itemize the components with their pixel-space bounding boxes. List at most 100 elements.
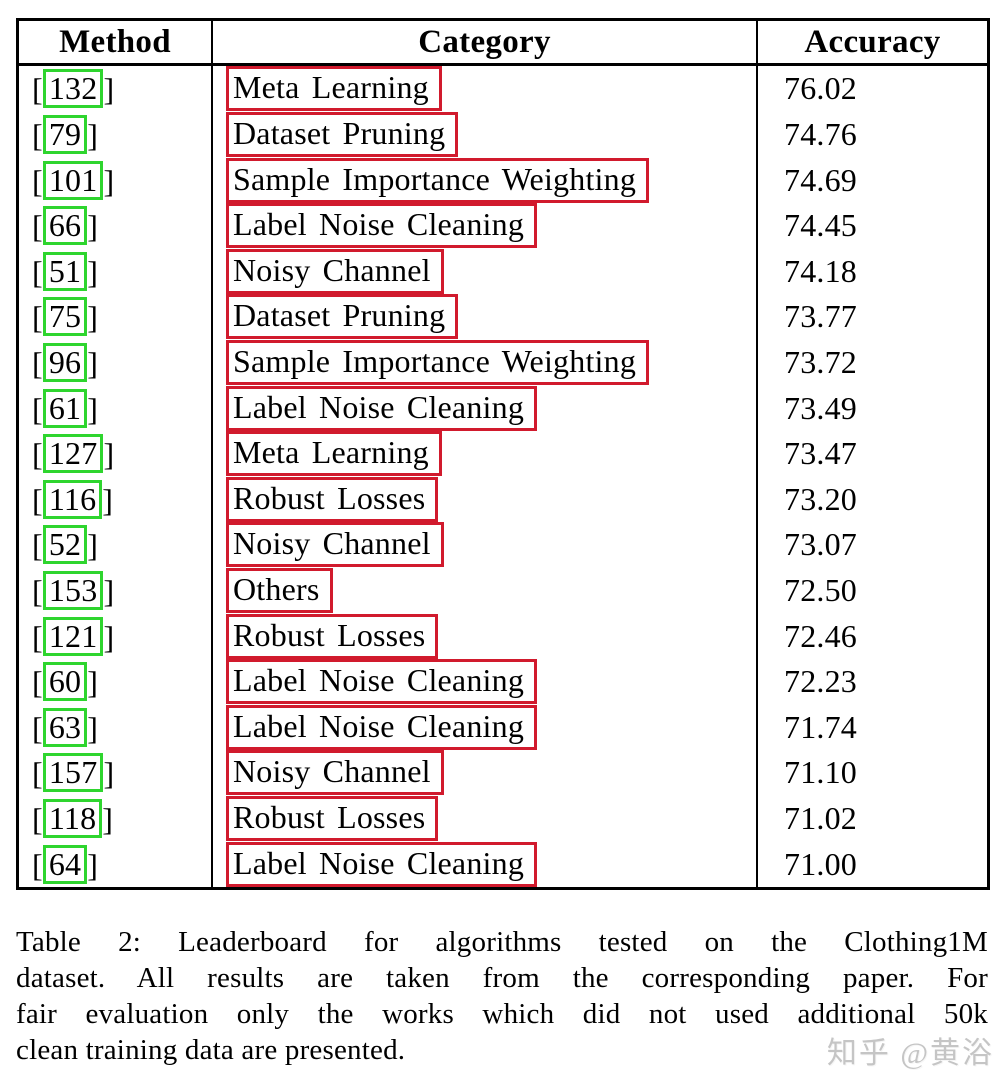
category-link[interactable]: Sample Importance Weighting xyxy=(226,339,650,385)
citation-ref-link[interactable]: 157 xyxy=(42,753,104,793)
caption-line: dataset. All results are taken from the … xyxy=(16,962,988,994)
category-cell: Dataset Pruning xyxy=(213,294,758,340)
citation-ref-link[interactable]: 116 xyxy=(42,479,103,519)
category-link[interactable]: Noisy Channel xyxy=(226,248,444,294)
method-cell: [52] xyxy=(19,522,213,568)
bracket: ] xyxy=(87,116,99,153)
caption-line: clean training data are presented. xyxy=(16,1034,406,1066)
table-body: [132] Meta Learning 76.02 [79] Dataset P… xyxy=(19,66,987,887)
category-link[interactable]: Label Noise Cleaning xyxy=(226,704,538,750)
category-cell: Label Noise Cleaning xyxy=(213,704,758,751)
citation-ref-link[interactable]: 75 xyxy=(42,297,88,337)
table-row: [153] Others 72.50 xyxy=(19,567,987,614)
table-row: [60] Label Noise Cleaning 72.23 xyxy=(19,658,987,705)
bracket: [ xyxy=(32,801,43,838)
category-cell: Label Noise Cleaning xyxy=(213,841,758,887)
category-link[interactable]: Noisy Channel xyxy=(226,750,444,796)
citation-ref-link[interactable]: 132 xyxy=(42,69,104,109)
bracket: ] xyxy=(103,436,115,473)
citation-ref-link[interactable]: 66 xyxy=(42,206,88,246)
table-header-row: Method Category Accuracy xyxy=(19,21,987,66)
accuracy-value: 73.20 xyxy=(784,480,857,517)
method-cell: [101] xyxy=(19,157,213,203)
table-row: [66] Label Noise Cleaning 74.45 xyxy=(19,202,987,249)
table-row: [118] Robust Losses 71.02 xyxy=(19,795,987,842)
bracket: [ xyxy=(32,481,43,518)
method-cell: [127] xyxy=(19,430,213,477)
category-link[interactable]: Sample Importance Weighting xyxy=(226,157,650,203)
accuracy-value: 72.23 xyxy=(784,663,857,700)
accuracy-value: 73.47 xyxy=(784,435,857,472)
bracket: ] xyxy=(87,299,99,336)
citation-ref-link[interactable]: 60 xyxy=(42,662,88,702)
bracket: ] xyxy=(87,390,99,427)
table-row: [127] Meta Learning 73.47 xyxy=(19,430,987,477)
bracket: ] xyxy=(102,801,114,838)
accuracy-value: 71.10 xyxy=(784,754,857,791)
category-link[interactable]: Label Noise Cleaning xyxy=(226,659,538,705)
method-cell: [61] xyxy=(19,385,213,431)
category-cell: Meta Learning xyxy=(213,66,758,112)
bracket: [ xyxy=(32,299,43,336)
method-cell: [64] xyxy=(19,841,213,887)
citation-ref-link[interactable]: 118 xyxy=(42,799,103,839)
method-cell: [121] xyxy=(19,613,213,659)
table-row: [79] Dataset Pruning 74.76 xyxy=(19,111,987,158)
category-link[interactable]: Robust Losses xyxy=(226,796,439,842)
bracket: [ xyxy=(32,208,43,245)
table-row: [96] Sample Importance Weighting 73.72 xyxy=(19,339,987,386)
category-cell: Robust Losses xyxy=(213,476,758,523)
method-cell: [66] xyxy=(19,202,213,249)
method-cell: [60] xyxy=(19,658,213,705)
bracket: ] xyxy=(87,253,99,290)
citation-ref-link[interactable]: 51 xyxy=(42,251,88,291)
method-cell: [75] xyxy=(19,294,213,340)
caption-line: Table 2: Leaderboard for algorithms test… xyxy=(16,926,988,958)
accuracy-value: 73.77 xyxy=(784,298,857,335)
citation-ref-link[interactable]: 52 xyxy=(42,525,88,565)
category-column-header: Category xyxy=(213,21,758,63)
category-link[interactable]: Meta Learning xyxy=(226,431,442,477)
accuracy-value: 72.46 xyxy=(784,617,857,654)
caption-line: fair evaluation only the works which did… xyxy=(16,998,988,1030)
citation-ref-link[interactable]: 79 xyxy=(42,114,88,154)
category-link[interactable]: Others xyxy=(226,568,333,613)
table-row: [157] Noisy Channel 71.10 xyxy=(19,750,987,796)
category-link[interactable]: Robust Losses xyxy=(226,613,439,659)
citation-ref-link[interactable]: 63 xyxy=(42,707,88,747)
citation-ref-link[interactable]: 101 xyxy=(42,160,104,200)
accuracy-value: 73.07 xyxy=(784,526,857,563)
citation-ref-link[interactable]: 96 xyxy=(42,342,88,382)
citation-ref-link[interactable]: 64 xyxy=(42,844,88,884)
category-link[interactable]: Meta Learning xyxy=(226,66,442,112)
category-link[interactable]: Noisy Channel xyxy=(226,522,444,568)
bracket: ] xyxy=(103,71,115,108)
citation-ref-link[interactable]: 121 xyxy=(42,616,104,656)
citation-ref-link[interactable]: 127 xyxy=(42,434,104,474)
category-link[interactable]: Dataset Pruning xyxy=(226,111,459,157)
bracket: [ xyxy=(32,253,43,290)
accuracy-value: 74.45 xyxy=(784,207,857,244)
category-link[interactable]: Robust Losses xyxy=(226,476,439,522)
category-link[interactable]: Label Noise Cleaning xyxy=(226,203,538,249)
category-link[interactable]: Label Noise Cleaning xyxy=(226,385,538,431)
category-link[interactable]: Label Noise Cleaning xyxy=(226,841,538,887)
category-link[interactable]: Dataset Pruning xyxy=(226,294,459,340)
bracket: ] xyxy=(103,573,115,609)
citation-ref-link[interactable]: 153 xyxy=(42,571,104,610)
method-cell: [51] xyxy=(19,248,213,295)
category-cell: Robust Losses xyxy=(213,613,758,659)
bracket: ] xyxy=(103,162,115,199)
table-row: [101] Sample Importance Weighting 74.69 xyxy=(19,157,987,203)
accuracy-value: 71.02 xyxy=(784,800,857,837)
category-cell: Meta Learning xyxy=(213,430,758,477)
method-cell: [96] xyxy=(19,339,213,386)
method-column-header: Method xyxy=(19,21,213,63)
table-row: [121] Robust Losses 72.46 xyxy=(19,613,987,659)
category-cell: Label Noise Cleaning xyxy=(213,202,758,249)
table-row: [64] Label Noise Cleaning 71.00 xyxy=(19,841,987,887)
method-cell: [116] xyxy=(19,476,213,523)
table-row: [132] Meta Learning 76.02 xyxy=(19,66,987,112)
citation-ref-link[interactable]: 61 xyxy=(42,388,88,428)
accuracy-column-header: Accuracy xyxy=(804,23,941,60)
